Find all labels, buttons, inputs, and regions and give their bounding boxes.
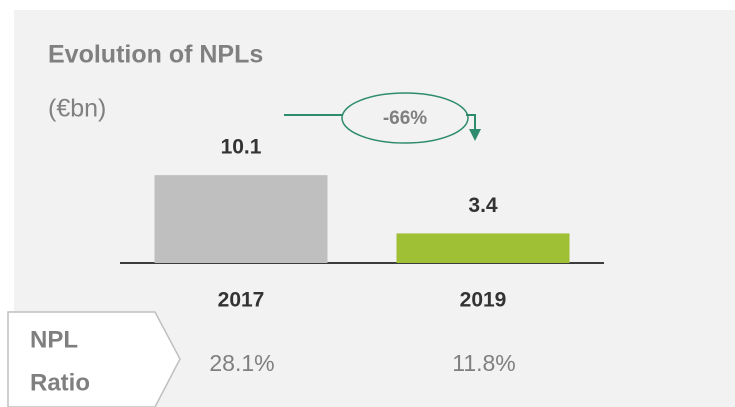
bar	[154, 175, 328, 263]
data-label: 3.4	[468, 194, 498, 217]
annotation-text: -66%	[383, 108, 427, 129]
arrow-head	[469, 129, 481, 141]
ratio-label: Ratio	[30, 369, 90, 396]
annotation-ellipse	[341, 92, 469, 144]
change-annotation: -66%	[284, 92, 481, 144]
ratio-value: 11.8%	[452, 350, 516, 376]
x-tick-label: 2019	[460, 289, 507, 312]
x-tick-label: 2017	[218, 289, 265, 312]
arrow-line	[466, 114, 476, 131]
ratio-value: 28.1%	[209, 350, 274, 376]
chart-title: Evolution of NPLs	[48, 41, 263, 69]
chart-subtitle: (€bn)	[48, 95, 106, 123]
ratio-label-box	[7, 311, 181, 407]
bar	[396, 233, 570, 263]
data-label: 10.1	[221, 136, 262, 159]
ratio-label: NPL	[30, 326, 78, 353]
